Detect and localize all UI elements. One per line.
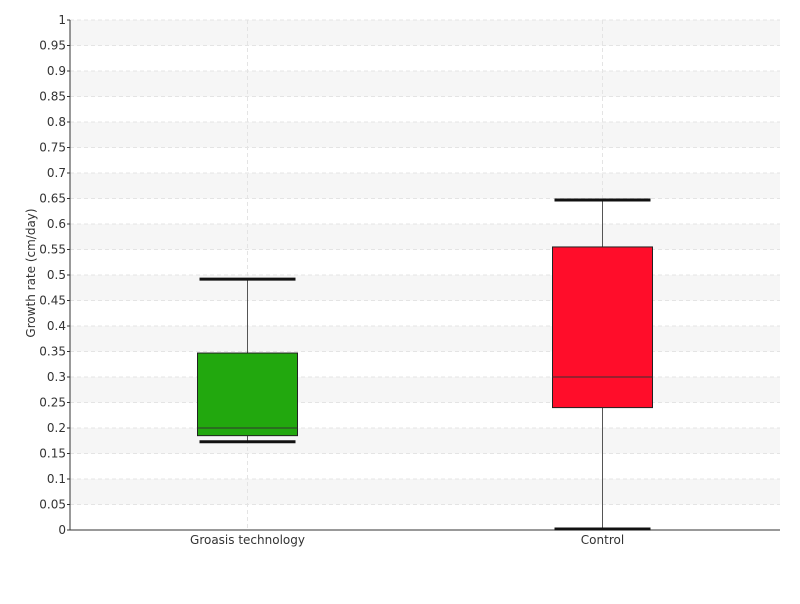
y-tick-label: 0.4 bbox=[47, 319, 66, 333]
y-tick-label: 0.3 bbox=[47, 370, 66, 384]
grid-band bbox=[70, 326, 780, 352]
boxes bbox=[197, 198, 653, 531]
grid-band bbox=[70, 275, 780, 301]
x-tick-label: Control bbox=[581, 533, 624, 547]
y-tick-label: 0.25 bbox=[39, 396, 66, 410]
x-axis-ticks: Groasis technology Control bbox=[190, 533, 624, 547]
x-tick-label: Groasis technology bbox=[190, 533, 305, 547]
y-tick-label: 0.15 bbox=[39, 447, 66, 461]
y-tick-label: 0.95 bbox=[39, 39, 66, 53]
grid-band bbox=[70, 122, 780, 148]
grid-band bbox=[70, 224, 780, 250]
grid-bands bbox=[70, 20, 780, 505]
box-body bbox=[552, 246, 653, 409]
y-tick-label: 0.05 bbox=[39, 498, 66, 512]
box-body bbox=[197, 352, 298, 437]
y-axis-ticks: 0 0.05 0.1 0.15 0.2 0.25 0.3 0.35 0.4 0.45 0.5 0.55… bbox=[39, 13, 70, 537]
y-tick-label: 0.45 bbox=[39, 294, 66, 308]
y-tick-label: 0.2 bbox=[47, 421, 66, 435]
y-tick-label: 0.75 bbox=[39, 141, 66, 155]
grid-band bbox=[70, 377, 780, 403]
grid-band bbox=[70, 173, 780, 199]
y-tick-label: 0.1 bbox=[47, 472, 66, 486]
grid-band bbox=[70, 71, 780, 97]
horizontal-grid bbox=[70, 19, 780, 505]
y-tick-label: 0.8 bbox=[47, 115, 66, 129]
grid-band bbox=[70, 479, 780, 505]
y-tick-label: 0.65 bbox=[39, 192, 66, 206]
box-0 bbox=[197, 277, 298, 444]
y-axis-label: Growth rate (cm/day) bbox=[24, 208, 38, 337]
y-tick-label: 0 bbox=[58, 523, 66, 537]
y-tick-label: 0.7 bbox=[47, 166, 66, 180]
grid-band bbox=[70, 428, 780, 454]
y-tick-label: 0.85 bbox=[39, 90, 66, 104]
y-tick-label: 0.5 bbox=[47, 268, 66, 282]
y-tick-label: 0.6 bbox=[47, 217, 66, 231]
y-tick-label: 0.55 bbox=[39, 243, 66, 257]
y-tick-label: 0.35 bbox=[39, 345, 66, 359]
box-1 bbox=[552, 198, 653, 531]
grid-band bbox=[70, 20, 780, 46]
y-tick-label: 1 bbox=[58, 13, 66, 27]
y-tick-label: 0.9 bbox=[47, 64, 66, 78]
